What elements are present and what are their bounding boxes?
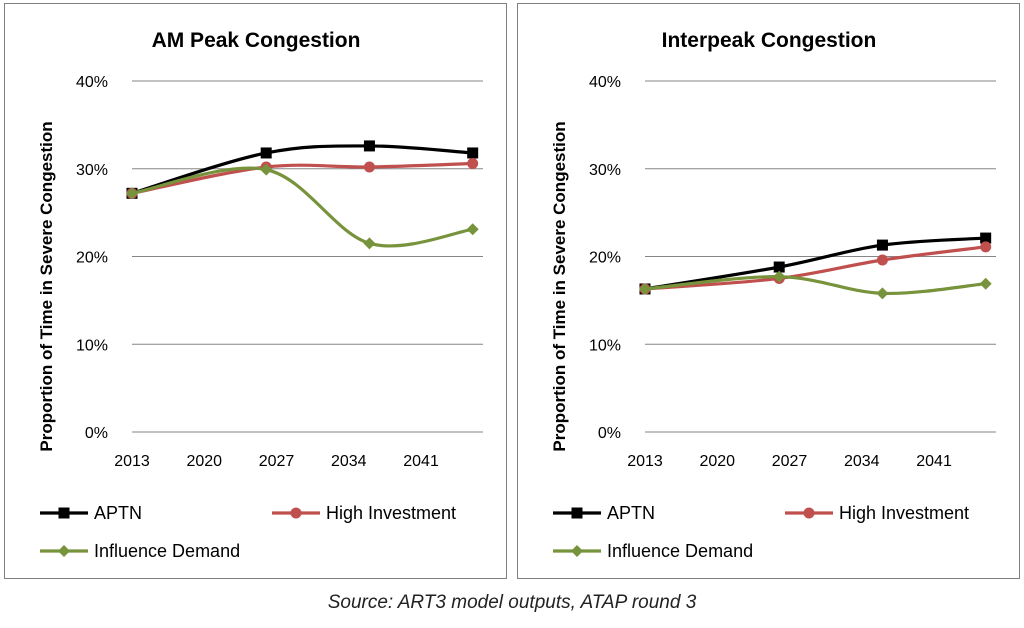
legend-label: High Investment [326, 503, 456, 523]
legend-item-high-investment: High Investment [272, 503, 456, 523]
legend-swatch-marker [58, 507, 70, 519]
high-investment-point [876, 254, 888, 266]
influence-demand-point [979, 277, 992, 290]
influence-demand-point [126, 187, 138, 200]
legend-item-influence-demand: Influence Demand [40, 541, 240, 561]
y-tick-label: 10% [76, 337, 108, 354]
aptn-point [363, 140, 375, 152]
aptn-point [876, 239, 888, 251]
legend: APTN High Investment Influence Demand [553, 503, 969, 561]
y-tick-label: 20% [589, 250, 621, 267]
aptn-point [980, 232, 992, 244]
source-caption: Source: ART3 model outputs, ATAP round 3 [327, 592, 697, 613]
x-tick-label: 2027 [259, 453, 295, 470]
chart-title: AM Peak Congestion [152, 29, 361, 52]
aptn-point [773, 261, 785, 273]
y-axis-label: Proportion of Time in Severe Congestion [37, 121, 56, 451]
legend-item-high-investment: High Investment [785, 503, 969, 523]
x-tick-label: 2034 [844, 453, 880, 470]
legend-label: Influence Demand [607, 541, 753, 561]
aptn-point [467, 147, 479, 159]
legend-label: Influence Demand [94, 541, 240, 561]
high-investment-point [467, 157, 479, 169]
legend-label: APTN [94, 503, 142, 523]
interpeak-chart-panel: Interpeak Congestion 0% 10% 20% 30% 40% 2013 20… [517, 3, 1020, 579]
interpeak-series-influence-demand [639, 270, 992, 300]
y-tick-label: 40% [76, 74, 108, 91]
influence-demand-point [639, 282, 651, 295]
legend-swatch-marker [58, 545, 70, 557]
y-tick-label: 10% [589, 337, 621, 354]
y-tick-label: 0% [598, 425, 621, 442]
y-tick-label: 30% [76, 162, 108, 179]
x-tick-label: 2013 [627, 453, 663, 470]
x-tick-label: 2020 [699, 453, 735, 470]
legend-item-aptn: APTN [553, 503, 655, 523]
x-tick-label: 2020 [186, 453, 222, 470]
legend-swatch-marker [571, 545, 583, 557]
y-tick-label: 40% [589, 74, 621, 91]
influence-demand-line [130, 166, 475, 248]
legend-swatch-marker [803, 507, 815, 519]
legend-item-influence-demand: Influence Demand [553, 541, 753, 561]
influence-demand-point [260, 163, 273, 176]
high-investment-line [130, 161, 475, 195]
am-peak-chart-panel: AM Peak Congestion 0% 10% 20% 30% 40% 2013 2020… [4, 3, 507, 579]
influence-demand-point [773, 270, 786, 283]
influence-demand-line [643, 275, 988, 296]
influence-demand-point [466, 223, 479, 236]
legend-item-aptn: APTN [40, 503, 142, 523]
high-investment-line [643, 245, 988, 291]
legend-label: APTN [607, 503, 655, 523]
interpeak-chart: Interpeak Congestion 0% 10% 20% 30% 40% 2013 20… [550, 29, 996, 561]
high-investment-point [980, 241, 992, 253]
x-tick-label: 2041 [403, 453, 439, 470]
x-tick-label: 2034 [331, 453, 367, 470]
am-peak-chart: AM Peak Congestion 0% 10% 20% 30% 40% 2013 2020… [37, 29, 483, 561]
aptn-point [260, 147, 272, 159]
high-investment-point [363, 161, 375, 173]
y-axis-label: Proportion of Time in Severe Congestion [550, 121, 569, 451]
influence-demand-point [876, 287, 889, 300]
x-tick-label: 2041 [916, 453, 952, 470]
legend-swatch-marker [290, 507, 302, 519]
y-tick-label: 0% [85, 425, 108, 442]
aptn-line [130, 144, 475, 195]
x-tick-label: 2027 [772, 453, 808, 470]
legend-label: High Investment [839, 503, 969, 523]
am-peak-series-influence-demand [126, 163, 479, 250]
interpeak-series-high-investment [639, 241, 992, 295]
aptn-line [643, 236, 988, 291]
legend-swatch-marker [571, 507, 583, 519]
chart-title: Interpeak Congestion [662, 29, 877, 52]
y-tick-label: 30% [589, 162, 621, 179]
influence-demand-point [363, 237, 376, 250]
gridlines [132, 80, 483, 433]
legend: APTN High Investment Influence Demand [40, 503, 456, 561]
x-tick-label: 2013 [114, 453, 150, 470]
y-tick-label: 20% [76, 250, 108, 267]
